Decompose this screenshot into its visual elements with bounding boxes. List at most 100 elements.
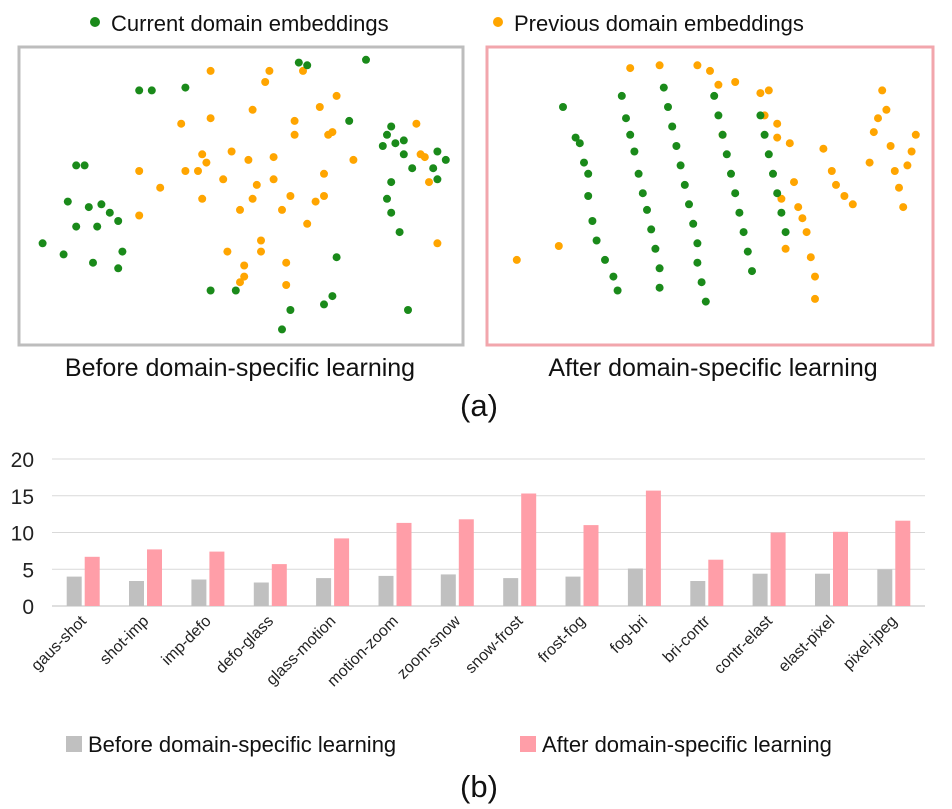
previous-embedding-point [890,167,899,175]
current-embedding-point [429,164,438,173]
current-embedding-point [664,103,672,111]
x-tick-label: snow-frost [462,612,527,677]
previous-embedding-point [181,167,190,175]
bar-before [627,568,643,606]
current-embedding-point [72,161,81,170]
previous-embedding-point [236,278,244,287]
previous-embedding-point [303,219,312,228]
previous-embedding-point [433,239,442,248]
current-embedding-point [345,116,354,125]
current-embedding-point [383,130,391,139]
bar-before [316,578,332,606]
current-embedding-point [617,91,626,100]
current-embedding-point [769,169,777,178]
previous-embedding-point [794,203,803,212]
current-embedding-point [114,264,123,273]
current-embedding-point [655,264,664,273]
previous-embedding-point [420,153,429,162]
previous-embedding-point [349,155,358,164]
x-tick-label: shot-imp [97,613,152,668]
bar-before [66,576,82,606]
previous-embedding-point [252,180,261,189]
previous-embedding-point [261,78,270,86]
current-embedding-point [584,169,593,178]
current-embedding-point [378,142,387,150]
previous-embedding-point [135,167,144,175]
current-embedding-point [404,306,412,314]
bar-after [770,532,786,606]
current-embedding-point [387,122,396,131]
current-embedding-point [38,239,47,248]
current-embedding-point [391,139,400,148]
previous-embedding-point [773,133,782,142]
bar-after [396,522,412,606]
previous-embedding-point [311,197,320,206]
y-tick-label: 20 [11,449,34,472]
legend-previous-dot [493,17,503,27]
bar-after [147,549,162,606]
previous-embedding-point [869,128,878,137]
bar-after [521,493,537,606]
current-embedding-point [584,192,593,200]
previous-embedding-point [202,158,211,167]
previous-embedding-point [731,78,740,86]
current-embedding-point [231,286,240,295]
current-embedding-point [643,205,651,214]
bar-chart-gridlines [52,458,925,607]
x-tick-label: contr-elast [711,612,776,677]
previous-embedding-point [223,247,232,256]
previous-embedding-point [693,61,702,70]
current-embedding-point [89,258,97,267]
legend-current-label: Current domain embeddings [111,11,389,36]
current-embedding-point [118,247,127,256]
previous-embedding-point [764,86,773,95]
previous-embedding-point [206,114,215,123]
previous-embedding-point [278,205,286,214]
previous-embedding-point [882,105,891,114]
legend-current-dot [90,17,100,27]
current-embedding-point [601,255,609,264]
bar-after [84,556,100,606]
previous-embedding-point [265,66,274,75]
previous-embedding-point [315,103,324,111]
current-embedding-point [592,236,601,245]
current-embedding-point [114,217,123,225]
previous-embedding-point [282,281,291,289]
previous-embedding-point [206,66,215,75]
current-embedding-point [647,225,656,234]
bar-before [815,573,830,606]
previous-embedding-point [840,192,849,200]
current-embedding-point [731,189,740,198]
bar-legend: Before domain-specific learning After do… [66,732,832,757]
previous-embedding-point [198,194,207,203]
current-embedding-point [743,247,752,256]
current-embedding-point [613,286,622,295]
current-embedding-point [571,133,580,142]
bar-before [378,575,394,606]
previous-embedding-point [257,236,265,245]
current-embedding-point [634,169,643,178]
current-embedding-point [362,55,370,64]
bar-before [877,569,893,607]
x-tick-label: pixel-jpeg [840,613,900,673]
current-embedding-point [773,189,782,198]
bar-after [271,564,287,606]
current-embedding-point [408,164,417,173]
current-embedding-point [328,292,337,301]
current-embedding-point [760,130,769,139]
current-embedding-point [701,297,710,306]
previous-embedding-point [706,66,714,75]
current-embedding-point [72,222,81,231]
legend-before-label: Before domain-specific learning [88,732,396,757]
previous-embedding-point [244,155,253,164]
current-embedding-point [777,208,786,217]
current-embedding-point [80,161,89,170]
current-embedding-point [286,306,295,314]
current-embedding-point [651,244,660,253]
current-embedding-point [697,278,706,287]
current-embedding-point [395,228,404,237]
current-embedding-point [294,58,303,67]
previous-embedding-point [827,167,836,175]
current-embedding-point [147,86,156,95]
panel-b-label: (b) [460,769,498,804]
